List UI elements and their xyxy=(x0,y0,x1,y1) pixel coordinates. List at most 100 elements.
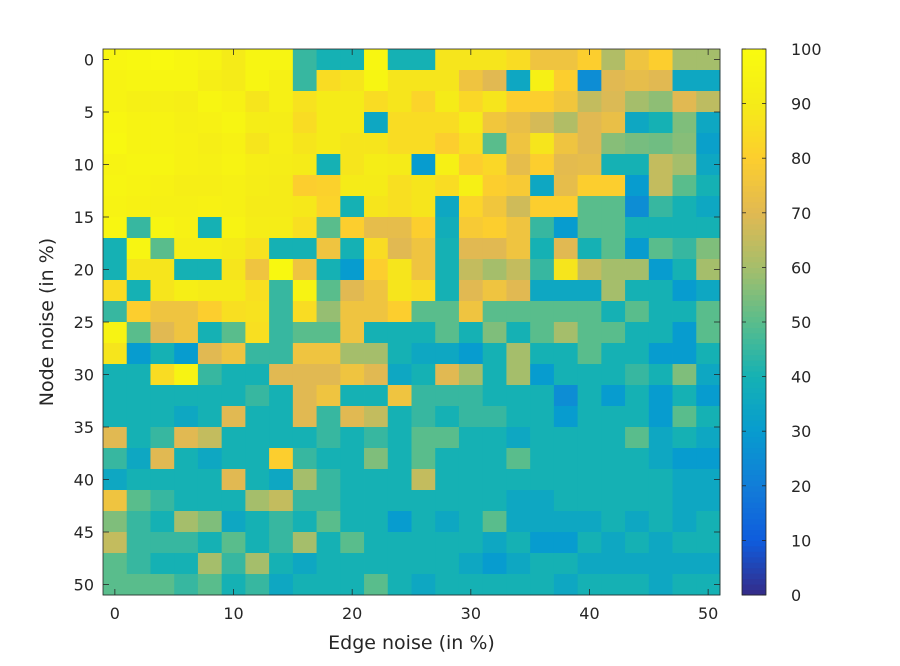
heatmap-cell xyxy=(435,70,460,92)
heatmap-cell xyxy=(269,238,294,260)
heatmap-cell xyxy=(648,154,673,176)
heatmap-cell xyxy=(411,259,436,281)
x-axis-ticks: 0 10 20 30 40 50 xyxy=(110,49,718,623)
heatmap-cell xyxy=(316,553,341,575)
heatmap-cell xyxy=(316,91,341,113)
heatmap-cell xyxy=(340,280,365,302)
heatmap-cell xyxy=(174,574,199,596)
heatmap-cell xyxy=(506,385,531,407)
heatmap-cell xyxy=(221,385,246,407)
heatmap-cell xyxy=(696,112,721,134)
heatmap-cell xyxy=(625,217,650,239)
heatmap-cell xyxy=(553,280,579,302)
heatmap-cell xyxy=(648,280,673,302)
heatmap-cell xyxy=(625,280,650,302)
heatmap-cell xyxy=(648,364,673,386)
heatmap-cell xyxy=(174,553,199,575)
heatmap-cell xyxy=(221,196,246,218)
heatmap-cell xyxy=(696,427,721,449)
heatmap-cell xyxy=(245,70,270,92)
heatmap-cell xyxy=(696,133,721,155)
heatmap-cell xyxy=(577,238,602,260)
colorbar-segment xyxy=(742,109,766,116)
colorbar-segment xyxy=(742,584,766,591)
heatmap-cell xyxy=(553,175,579,197)
heatmap-cell xyxy=(458,448,484,470)
heatmap-cell xyxy=(482,322,507,344)
heatmap-cell xyxy=(696,322,721,344)
heatmap-cell xyxy=(435,49,460,71)
colorbar-segment xyxy=(742,196,766,203)
heatmap-cell xyxy=(672,196,697,218)
heatmap-cell xyxy=(269,175,294,197)
colorbar-segment xyxy=(742,556,766,563)
heatmap-cell xyxy=(269,259,294,281)
heatmap-cell xyxy=(292,112,317,134)
heatmap-cell xyxy=(482,427,507,449)
heatmap-cell xyxy=(577,175,602,197)
heatmap-cell xyxy=(577,574,602,596)
heatmap-cell xyxy=(197,511,223,533)
heatmap-cell xyxy=(601,553,626,575)
heatmap-cell xyxy=(292,259,317,281)
colorbar-segment xyxy=(742,272,766,279)
heatmap-cell xyxy=(221,70,246,92)
heatmap-cell xyxy=(174,154,199,176)
heatmap-cell xyxy=(126,406,151,428)
heatmap-cell xyxy=(126,175,151,197)
x-tick-label: 20 xyxy=(342,604,362,623)
heatmap-cell xyxy=(221,574,246,596)
heatmap-cell xyxy=(601,511,626,533)
heatmap-cell xyxy=(245,112,270,134)
colorbar-segment xyxy=(742,190,766,197)
heatmap-cell xyxy=(482,91,507,113)
heatmap-cell xyxy=(221,490,246,512)
colorbar-segment xyxy=(742,496,766,503)
heatmap-cell xyxy=(458,532,484,554)
heatmap-cell xyxy=(648,112,673,134)
heatmap-cell xyxy=(126,217,151,239)
heatmap-cell xyxy=(411,427,436,449)
heatmap-cell xyxy=(245,301,270,323)
heatmap-cell xyxy=(387,385,412,407)
heatmap-cell xyxy=(316,448,341,470)
heatmap-cell xyxy=(648,301,673,323)
heatmap-cell xyxy=(648,532,673,554)
heatmap-cell xyxy=(577,301,602,323)
heatmap-cell xyxy=(577,280,602,302)
heatmap-cell xyxy=(126,364,151,386)
heatmap-cell xyxy=(316,532,341,554)
colorbar-segment xyxy=(742,551,766,558)
y-tick-label: 45 xyxy=(74,523,94,542)
heatmap-cell xyxy=(126,532,151,554)
heatmap-cell xyxy=(364,280,389,302)
heatmap-cell xyxy=(435,217,460,239)
heatmap-cell xyxy=(221,532,246,554)
heatmap-cell xyxy=(150,448,175,470)
heatmap-cell xyxy=(364,532,389,554)
heatmap-cell xyxy=(197,133,223,155)
heatmap-cell xyxy=(126,91,151,113)
colorbar-segment xyxy=(742,289,766,296)
heatmap-cell xyxy=(506,280,531,302)
heatmap-cell xyxy=(577,322,602,344)
heatmap-cell xyxy=(340,133,365,155)
heatmap-cell xyxy=(340,427,365,449)
heatmap-cell xyxy=(126,385,151,407)
heatmap-cell xyxy=(601,322,626,344)
heatmap-cell xyxy=(197,469,223,491)
heatmap-cell xyxy=(103,469,128,491)
heatmap-cell xyxy=(458,280,484,302)
heatmap-cell xyxy=(103,553,128,575)
colorbar-segment xyxy=(742,114,766,121)
heatmap-cell xyxy=(103,238,128,260)
colorbar-segment xyxy=(742,524,766,530)
colorbar-segment xyxy=(742,76,766,83)
heatmap-cell xyxy=(316,49,341,71)
heatmap-cell xyxy=(696,511,721,533)
heatmap-cell xyxy=(482,574,507,596)
heatmap-cell xyxy=(435,133,460,155)
colorbar-tick-label: 50 xyxy=(791,313,811,332)
heatmap-cell xyxy=(197,196,223,218)
heatmap-cell xyxy=(221,280,246,302)
